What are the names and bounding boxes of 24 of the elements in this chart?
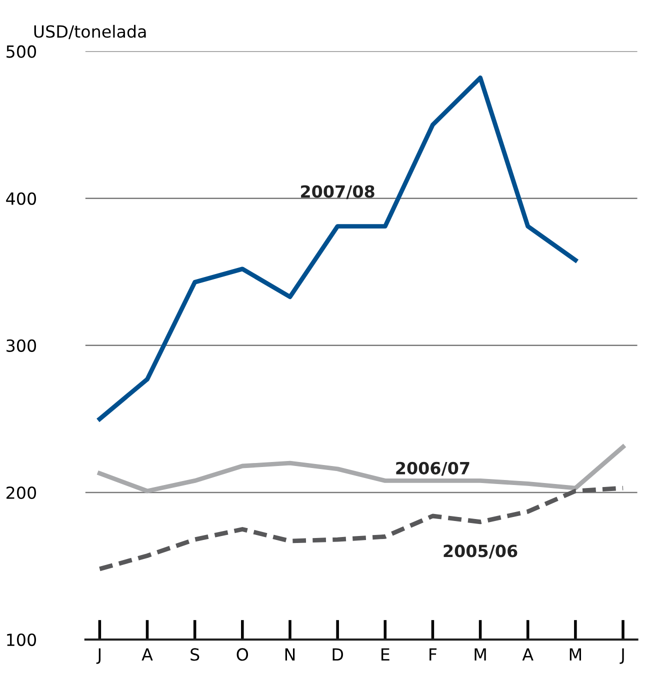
- x-tick-label: J: [96, 648, 101, 664]
- x-tick-label: S: [190, 648, 200, 661]
- y-tick-label: 400: [6, 192, 36, 205]
- series-label: 2005/06: [444, 544, 518, 559]
- y-tick-label: 100: [7, 634, 36, 646]
- x-tick-label: O: [236, 648, 248, 661]
- y-tick-label: 500: [6, 45, 36, 58]
- line-series: [97, 76, 578, 422]
- series-label: 2007/08: [301, 185, 374, 200]
- series-label: 2006/07: [396, 462, 470, 476]
- x-tick-label: J: [620, 648, 624, 664]
- x-tick-label: M: [474, 648, 486, 661]
- x-tick-label: M: [570, 648, 582, 661]
- x-tick-label: F: [430, 648, 437, 661]
- line-series: [97, 486, 626, 572]
- y-tick-label: 300: [6, 339, 36, 352]
- x-tick-label: A: [522, 648, 534, 661]
- x-tick-label: D: [332, 648, 343, 661]
- line-series: [97, 444, 626, 494]
- x-tick-label: N: [285, 648, 295, 661]
- y-axis-title: USD/tonelada: [34, 24, 146, 40]
- x-tick-label: E: [382, 648, 390, 661]
- y-tick-label: 200: [6, 486, 36, 500]
- x-tick-label: A: [142, 648, 153, 661]
